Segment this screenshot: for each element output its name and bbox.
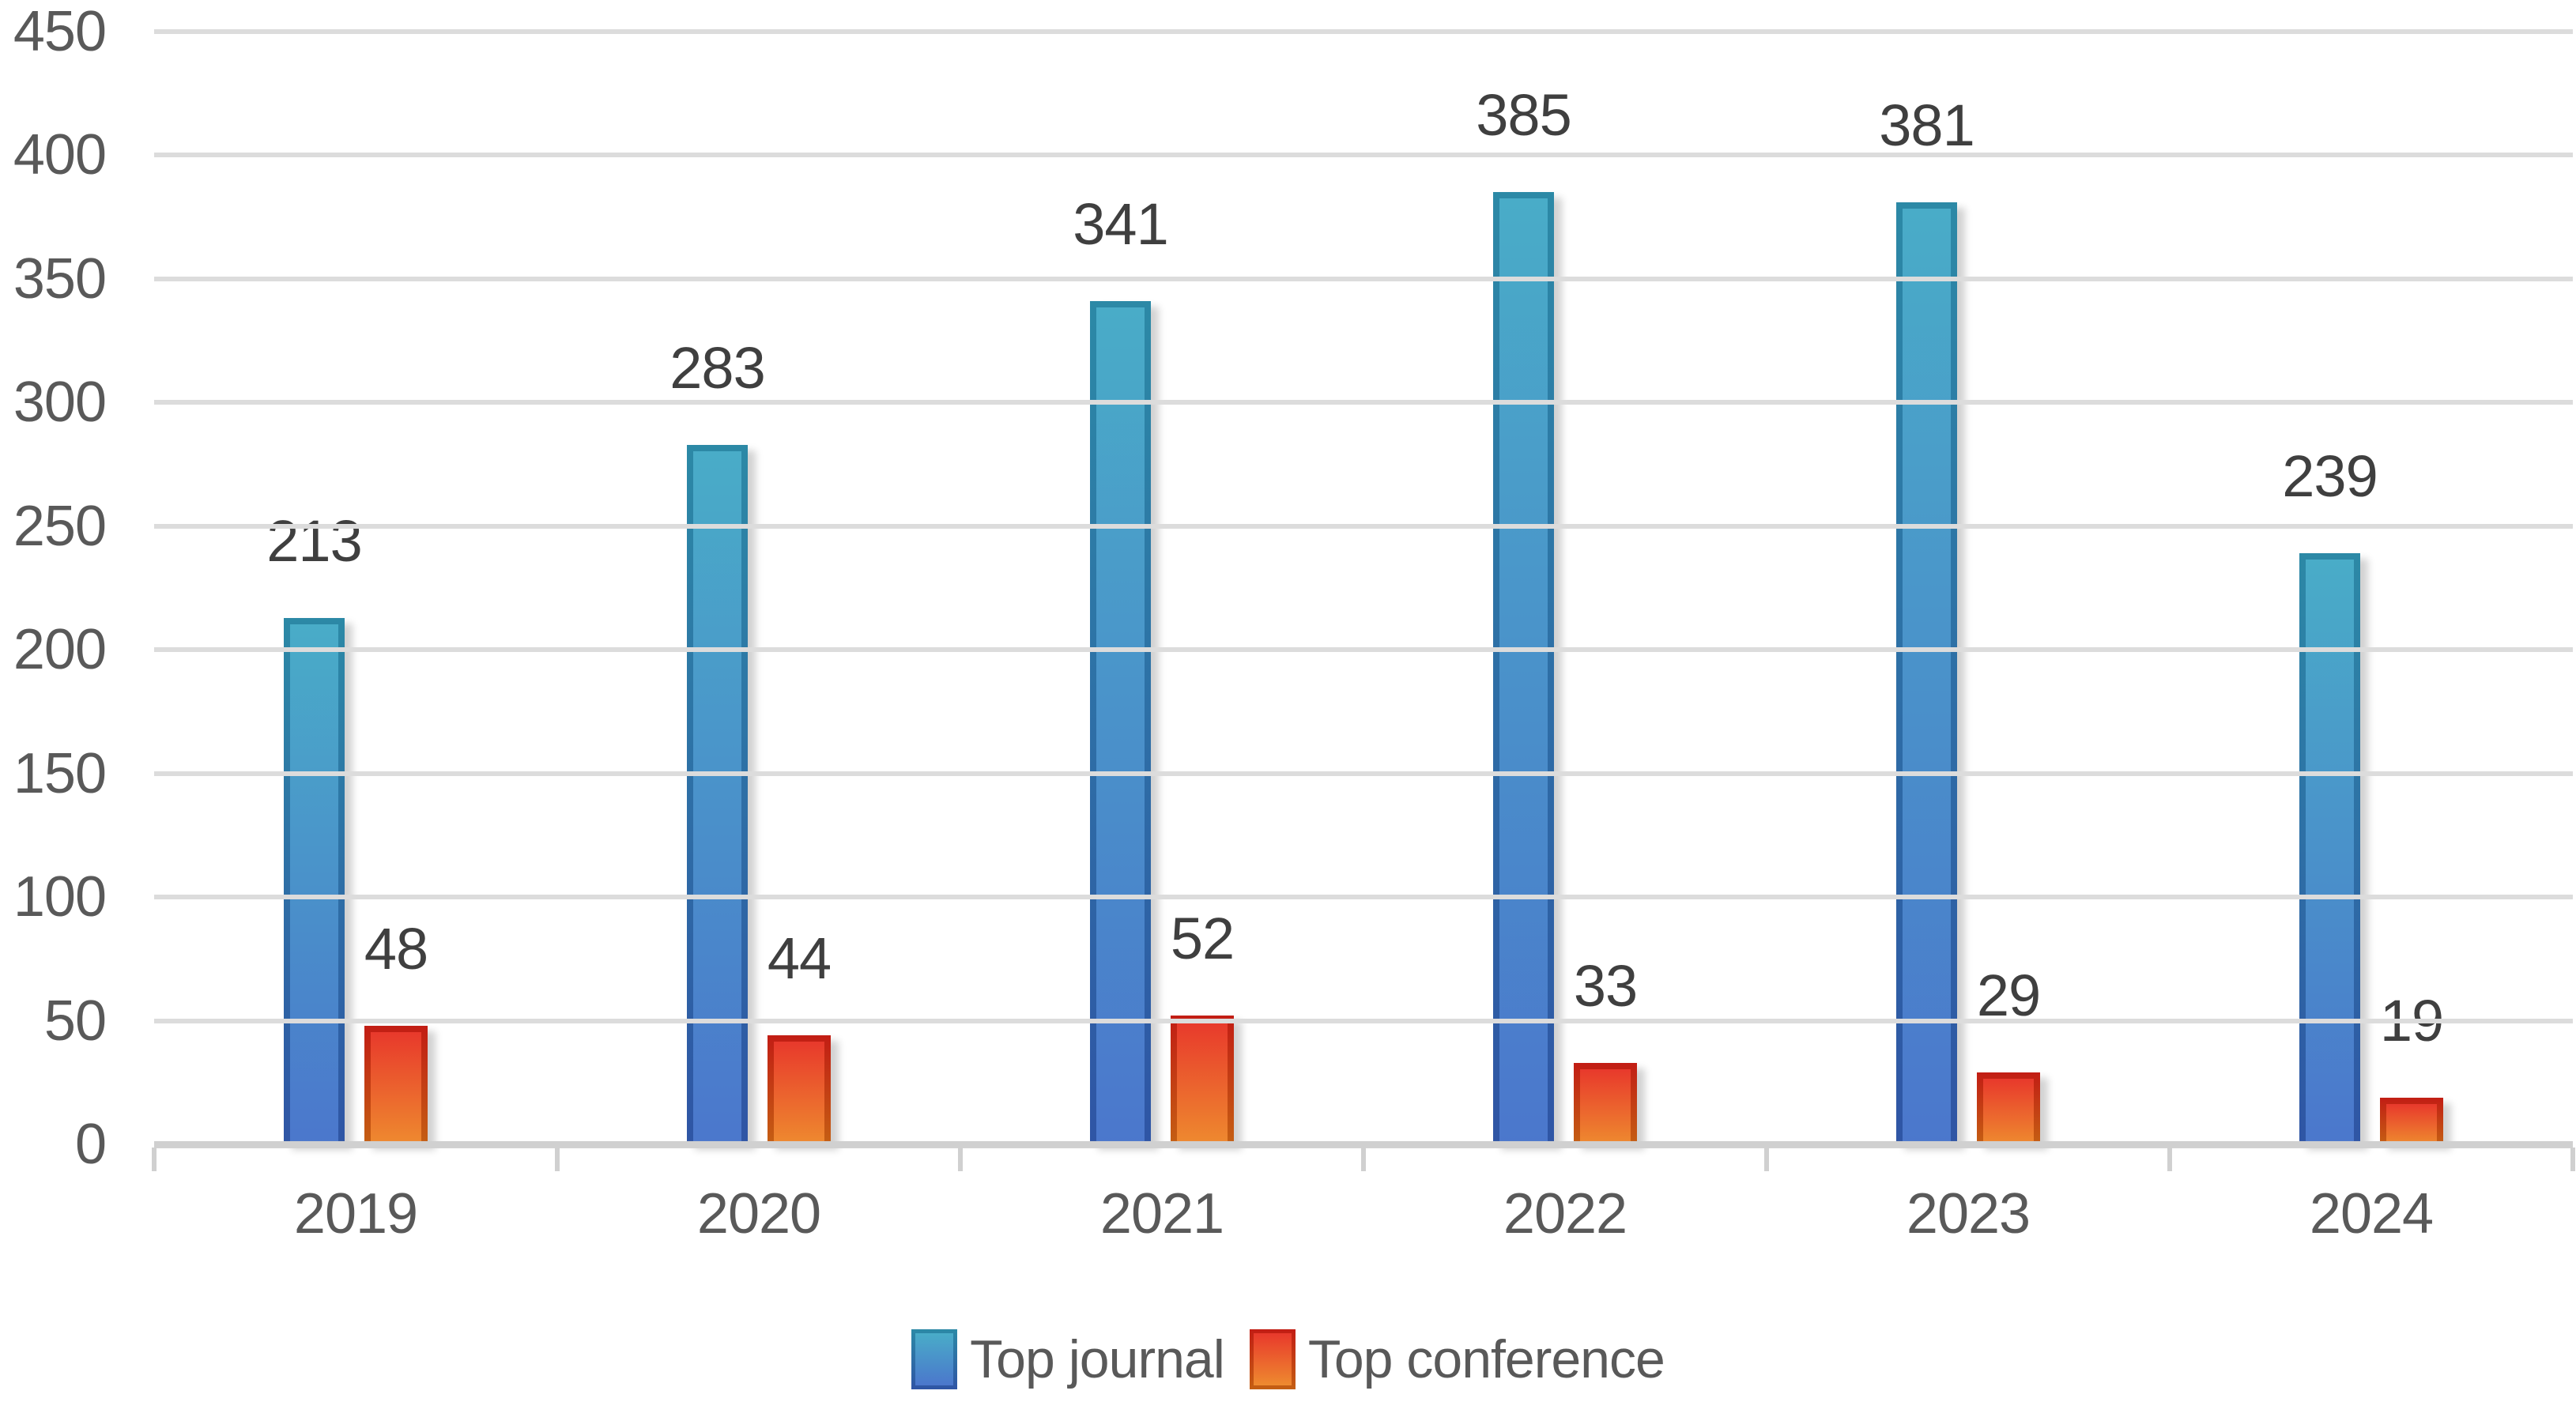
y-axis-label: 350 — [13, 247, 107, 311]
gridline — [154, 1018, 2573, 1023]
axis-tick — [555, 1148, 560, 1171]
legend-swatch-fill — [915, 1333, 954, 1385]
y-axis-label: 0 — [74, 1113, 107, 1176]
data-label: 341 — [1073, 191, 1168, 258]
legend-label-top-conference: Top conference — [1307, 1329, 1665, 1389]
y-axis: 0 50 100 150 200 250 300 350 400 450 — [0, 3, 109, 1173]
category-2024: 239 19 2024 — [2170, 32, 2573, 1242]
axis-tick — [2167, 1148, 2172, 1171]
y-axis-label: 300 — [13, 371, 107, 435]
data-label: 283 — [669, 334, 765, 401]
data-label: 29 — [1976, 963, 2041, 1029]
axis-tick — [2570, 1148, 2575, 1171]
gridline — [154, 29, 2573, 34]
bar-group-2019: 213 48 — [154, 32, 557, 1144]
x-axis-label: 2022 — [1503, 1182, 1627, 1246]
gridline — [154, 647, 2573, 653]
data-label: 239 — [2282, 443, 2378, 510]
category-2023: 381 29 2023 — [1767, 32, 2170, 1242]
data-label: 44 — [767, 925, 832, 992]
data-label: 385 — [1476, 82, 1571, 149]
bar-fill — [2386, 1103, 2437, 1144]
bar-fill — [1096, 307, 1145, 1144]
y-axis-label: 100 — [13, 865, 107, 929]
plot-area: 213 48 2019 283 44 2020 341 52 2021 385 33 2022 381 2… — [152, 29, 2575, 1242]
category-2021: 341 52 2021 — [960, 32, 1363, 1242]
category-2019: 213 48 2019 — [154, 32, 557, 1242]
bar-fill — [371, 1031, 421, 1144]
data-label: 381 — [1879, 92, 1974, 158]
bar-top-journal-2024: 239 — [2282, 447, 2378, 1144]
category-2020: 283 44 2020 — [557, 32, 960, 1242]
bar-top-conference-2024: 19 — [2380, 991, 2444, 1144]
bar-top-journal-2019: 213 — [266, 511, 363, 1144]
legend-item-top-conference: Top conference — [1249, 1329, 1665, 1389]
bar-group-2023: 381 29 — [1767, 32, 2170, 1144]
y-axis-label: 250 — [13, 494, 107, 558]
bar-fill — [774, 1042, 824, 1144]
legend-swatch-fill — [1253, 1333, 1292, 1385]
bar-top-journal-2020: 283 — [669, 338, 766, 1144]
y-axis-label: 200 — [13, 618, 107, 682]
y-axis-label: 450 — [13, 0, 107, 63]
gridline — [154, 153, 2573, 158]
x-axis-line — [154, 1140, 2573, 1148]
y-axis-label: 50 — [43, 989, 107, 1053]
gridline — [154, 400, 2573, 405]
axis-tick — [958, 1148, 963, 1171]
category-2022: 385 33 2022 — [1363, 32, 1767, 1242]
bar-fill — [1177, 1022, 1228, 1144]
bar-top-conference-2021: 52 — [1171, 910, 1235, 1144]
bar-top-journal-2023: 381 — [1879, 96, 1975, 1144]
bar-group-2021: 341 52 — [960, 32, 1363, 1144]
x-axis-label: 2021 — [1099, 1182, 1224, 1246]
legend-swatch-top-conference — [1249, 1329, 1296, 1389]
bar-top-conference-2019: 48 — [364, 919, 428, 1144]
axis-tick — [1764, 1148, 1769, 1171]
bar-fill — [693, 450, 741, 1144]
legend: Top journal Top conference — [0, 1329, 2576, 1389]
data-label: 213 — [266, 507, 362, 574]
y-axis-label: 400 — [13, 123, 107, 187]
bar-fill — [1983, 1079, 2034, 1144]
axis-tick — [1361, 1148, 1366, 1171]
x-axis-label: 2023 — [1906, 1182, 2031, 1246]
bar-group-2020: 283 44 — [557, 32, 960, 1144]
data-label: 33 — [1573, 952, 1638, 1019]
category-groups: 213 48 2019 283 44 2020 341 52 2021 385 33 2022 381 2… — [154, 32, 2573, 1242]
gridline — [154, 895, 2573, 900]
bar-top-journal-2021: 341 — [1073, 195, 1169, 1144]
bar-fill — [1499, 198, 1548, 1144]
axis-tick — [152, 1148, 157, 1171]
gridline — [154, 523, 2573, 529]
x-axis-label: 2020 — [696, 1182, 821, 1246]
gridline — [154, 771, 2573, 776]
data-label: 48 — [364, 915, 428, 982]
bar-fill — [290, 624, 338, 1144]
bar-top-conference-2022: 33 — [1574, 956, 1638, 1144]
bar-fill — [2306, 560, 2354, 1144]
gridline — [154, 276, 2573, 281]
x-axis-label: 2019 — [293, 1182, 418, 1246]
bar-top-conference-2023: 29 — [1977, 967, 2041, 1144]
x-axis-label: 2024 — [2309, 1182, 2434, 1246]
legend-item-top-journal: Top journal — [911, 1329, 1225, 1389]
bar-fill — [1580, 1068, 1631, 1144]
bar-group-2024: 239 19 — [2170, 32, 2573, 1144]
bar-top-journal-2022: 385 — [1476, 86, 1572, 1144]
data-label: 52 — [1170, 906, 1235, 972]
bar-group-2022: 385 33 — [1363, 32, 1767, 1144]
bar-fill — [1903, 208, 1951, 1144]
bar-top-conference-2020: 44 — [768, 929, 832, 1144]
legend-label-top-journal: Top journal — [970, 1329, 1225, 1389]
y-axis-label: 150 — [13, 741, 107, 805]
legend-swatch-top-journal — [911, 1329, 958, 1389]
